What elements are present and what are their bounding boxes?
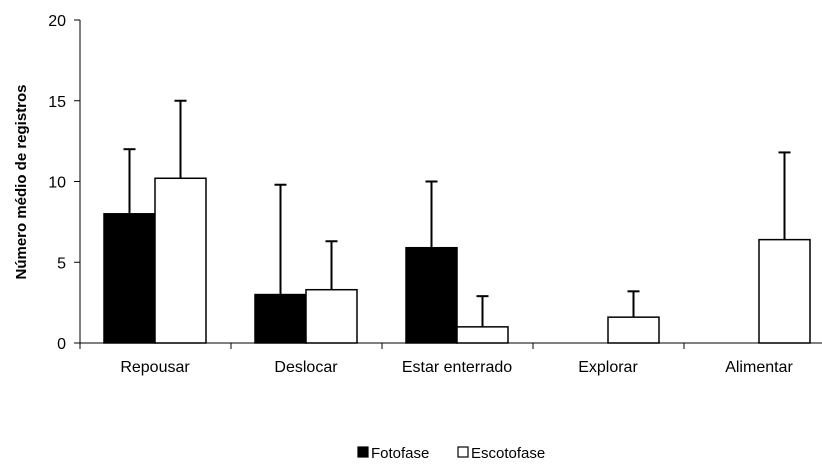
bar-fotofase xyxy=(254,293,307,344)
y-tick-label: 5 xyxy=(57,255,66,272)
bar-escotofase xyxy=(305,288,358,344)
bar-escotofase xyxy=(456,326,509,344)
category-label: Deslocar xyxy=(274,359,338,376)
y-tick-label: 10 xyxy=(48,175,66,192)
legend-swatch xyxy=(457,446,469,458)
legend: Fotofase Escotofase xyxy=(357,445,545,462)
category-label: Repousar xyxy=(120,359,190,376)
bar-fotofase xyxy=(405,246,458,344)
error-bars xyxy=(123,99,791,327)
legend-label: Escotofase xyxy=(471,445,545,462)
category-labels: Repousar Deslocar Estar enterrado Explorar A… xyxy=(120,359,793,376)
legend-label: Fotofase xyxy=(371,445,429,462)
y-tick-label: 20 xyxy=(48,13,66,30)
y-tick-label: 0 xyxy=(57,336,66,353)
category-label: Estar enterrado xyxy=(402,359,512,376)
category-label: Explorar xyxy=(578,359,638,376)
category-label: Alimentar xyxy=(725,359,793,376)
bar-escotofase xyxy=(607,316,660,344)
bar-escotofase xyxy=(758,238,811,344)
y-ticks: 0 5 10 15 20 xyxy=(48,13,80,353)
y-axis-title: Número médio de registros xyxy=(13,84,30,279)
y-tick-label: 15 xyxy=(48,94,66,111)
legend-swatch xyxy=(357,446,369,458)
bar-fotofase xyxy=(103,213,156,344)
bars xyxy=(103,177,811,344)
bar-escotofase xyxy=(154,177,207,344)
